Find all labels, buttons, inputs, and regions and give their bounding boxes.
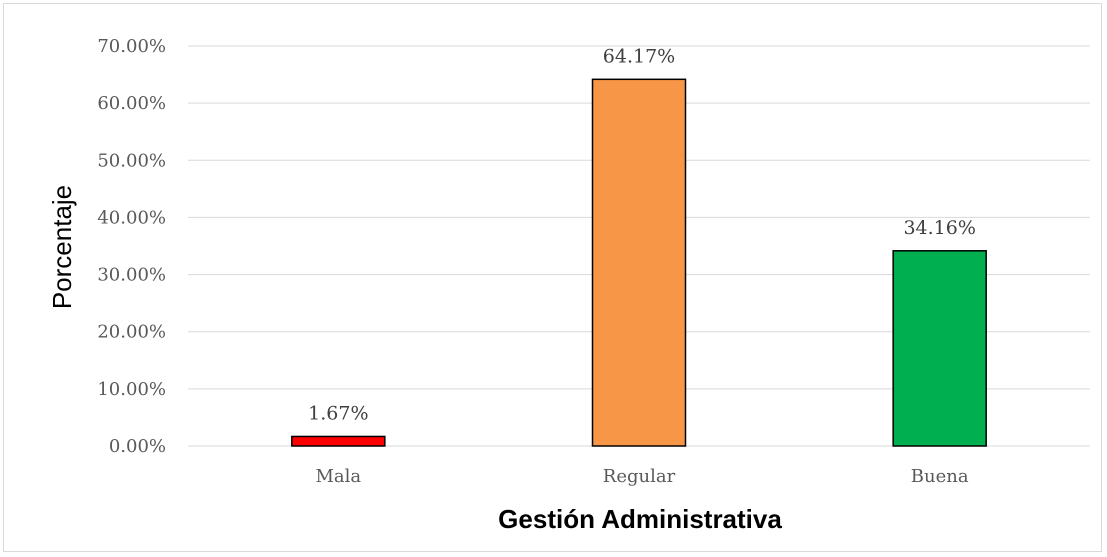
bars	[291, 78, 987, 447]
bar-buena	[892, 250, 987, 447]
y-axis-title: Porcentaje	[47, 185, 77, 309]
y-tick-label: 60.00%	[97, 93, 166, 114]
x-tick-label-regular: Regular	[603, 466, 676, 487]
y-tick-label: 50.00%	[97, 150, 166, 171]
y-tick-labels: 0.00% 10.00% 20.00% 30.00% 40.00% 50.00% 60.00…	[97, 36, 166, 457]
x-tick-label-mala: Mala	[316, 466, 362, 487]
x-tick-labels: Mala Regular Buena	[316, 466, 969, 487]
y-tick-label: 10.00%	[97, 379, 166, 400]
bar-mala	[291, 435, 386, 447]
data-label-regular: 64.17%	[603, 45, 675, 67]
data-label-buena: 34.16%	[903, 217, 975, 239]
x-tick-label-buena: Buena	[911, 466, 969, 487]
y-tick-label: 30.00%	[97, 265, 166, 286]
data-label-mala: 1.67%	[308, 402, 368, 424]
y-tick-label: 40.00%	[97, 207, 166, 228]
x-axis-title: Gestión Administrativa	[498, 504, 782, 534]
bar-regular	[591, 78, 687, 447]
y-tick-label: 20.00%	[97, 322, 166, 343]
y-tick-label: 0.00%	[109, 436, 166, 457]
y-tick-label: 70.00%	[97, 36, 166, 57]
data-labels: 1.67% 64.17% 34.16%	[308, 45, 976, 424]
